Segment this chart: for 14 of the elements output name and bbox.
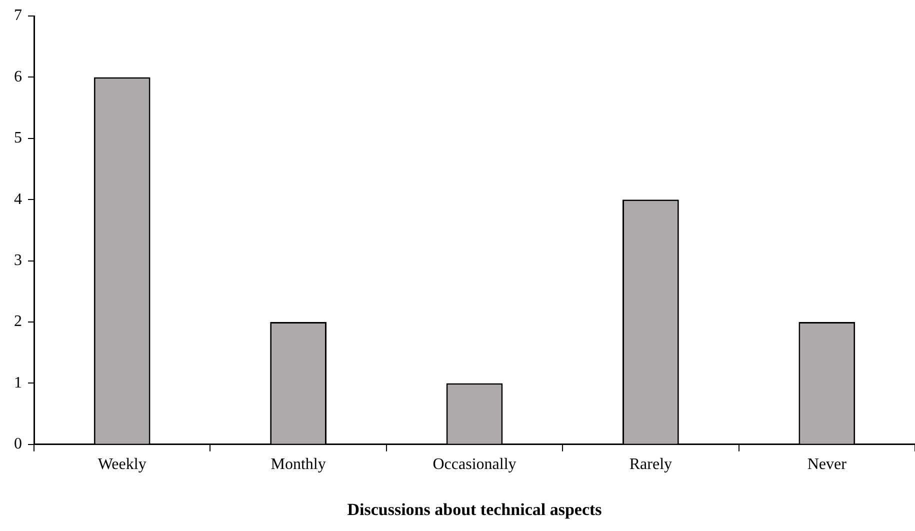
- y-tick-label: 1: [14, 374, 22, 392]
- x-tick-label: Monthly: [270, 456, 326, 474]
- y-tick-label: 7: [14, 7, 22, 24]
- x-tick-label: Weekly: [98, 456, 146, 474]
- y-tick-label: 6: [14, 68, 22, 86]
- x-tick-label: Rarely: [629, 456, 672, 474]
- x-tick-label: Never: [807, 456, 848, 474]
- y-tick-label: 5: [14, 130, 22, 147]
- y-tick-label: 3: [14, 252, 22, 270]
- y-tick-label: 0: [14, 436, 22, 453]
- x-axis-title: Discussions about technical aspects: [347, 500, 602, 520]
- y-tick-label: 4: [14, 190, 22, 208]
- y-tick-label: 2: [14, 313, 22, 330]
- x-tick-label: Occasionally: [432, 456, 516, 474]
